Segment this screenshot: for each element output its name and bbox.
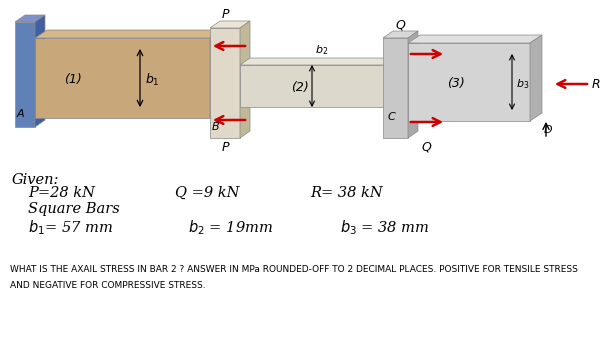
Polygon shape xyxy=(408,35,542,43)
Polygon shape xyxy=(15,15,45,22)
Polygon shape xyxy=(210,28,240,138)
Polygon shape xyxy=(240,21,250,138)
Text: Q =9 kN: Q =9 kN xyxy=(175,186,240,200)
Text: (2): (2) xyxy=(291,81,309,94)
Text: Q: Q xyxy=(395,18,405,31)
Polygon shape xyxy=(240,65,385,107)
Polygon shape xyxy=(408,31,418,138)
Text: (1): (1) xyxy=(64,73,82,86)
Polygon shape xyxy=(15,22,35,127)
Polygon shape xyxy=(408,43,530,121)
Polygon shape xyxy=(35,38,210,118)
Text: (3): (3) xyxy=(447,78,465,90)
Text: A: A xyxy=(17,109,25,119)
Polygon shape xyxy=(35,30,222,38)
Text: $b_2$ = 19mm: $b_2$ = 19mm xyxy=(188,218,273,237)
Text: R= 38 kN: R= 38 kN xyxy=(310,186,383,200)
Text: $b_1$= 57 mm: $b_1$= 57 mm xyxy=(28,218,113,237)
Polygon shape xyxy=(530,35,542,121)
Polygon shape xyxy=(210,21,250,28)
Text: $b_1$: $b_1$ xyxy=(145,72,160,88)
Text: B: B xyxy=(212,122,220,132)
Polygon shape xyxy=(383,38,408,138)
Text: Given:: Given: xyxy=(12,173,60,187)
Text: $b_3$ = 38 mm: $b_3$ = 38 mm xyxy=(340,218,430,237)
Polygon shape xyxy=(383,31,418,38)
Text: $b_2$: $b_2$ xyxy=(315,43,328,57)
Polygon shape xyxy=(35,15,45,127)
Polygon shape xyxy=(210,30,222,118)
Text: P=28 kN: P=28 kN xyxy=(28,186,95,200)
Text: P: P xyxy=(222,8,229,21)
Text: R: R xyxy=(592,78,601,90)
Text: Square Bars: Square Bars xyxy=(28,202,120,216)
Text: C: C xyxy=(388,112,396,122)
Text: $b_3$: $b_3$ xyxy=(516,77,529,91)
Text: Q: Q xyxy=(421,141,431,154)
Text: P: P xyxy=(222,141,229,154)
Text: D: D xyxy=(544,125,553,135)
Polygon shape xyxy=(240,58,395,65)
Polygon shape xyxy=(385,58,395,107)
Text: WHAT IS THE AXAIL STRESS IN BAR 2 ? ANSWER IN MPa ROUNDED-OFF TO 2 DECIMAL PLACE: WHAT IS THE AXAIL STRESS IN BAR 2 ? ANSW… xyxy=(10,265,578,290)
